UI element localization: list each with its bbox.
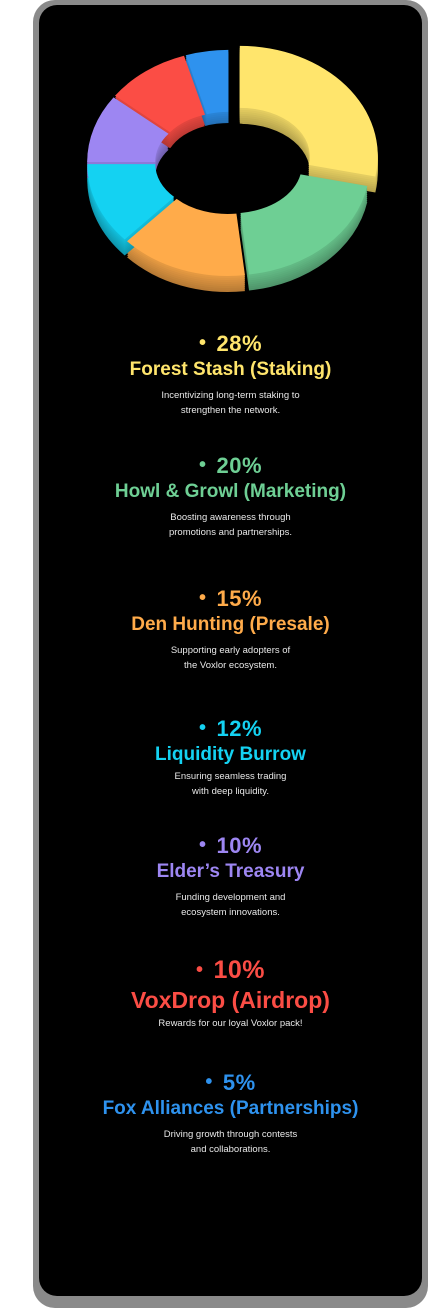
allocation-percent: • 15% — [198, 586, 263, 611]
allocation-name: Howl & Growl (Marketing) — [114, 481, 347, 502]
allocation-description: Ensuring seamless trading with deep liqui… — [174, 771, 287, 797]
donut-chart — [87, 45, 378, 293]
allocation-percent: • 5% — [205, 1070, 256, 1095]
allocation-item-partnerships: • 5% Fox Alliances (Partnerships) Driving… — [39, 1069, 422, 1157]
donut-slice-1 — [239, 45, 378, 177]
allocation-description: Boosting awareness through promotions and… — [168, 512, 293, 538]
tokenomics-card: • 28% Forest Stash (Staking) Incentivizin… — [39, 5, 422, 1296]
allocation-item-treasury: • 10% Elder’s Treasury Funding developmen… — [39, 832, 422, 920]
allocation-description: Incentivizing long-term staking to streng… — [161, 390, 300, 416]
bullet-dot-icon: • — [198, 717, 207, 739]
donut-slice-5 — [87, 97, 169, 163]
bullet-dot-icon: • — [198, 332, 207, 354]
allocation-item-presale: • 15% Den Hunting (Presale) Supporting ea… — [39, 585, 422, 673]
allocation-percent: • 20% — [198, 453, 263, 478]
allocation-description: Funding development and ecosystem innovat… — [175, 892, 286, 918]
bullet-dot-icon: • — [195, 959, 204, 981]
allocation-percent: • 28% — [198, 331, 263, 356]
bullet-dot-icon: • — [198, 454, 207, 476]
donut-slice-2 — [240, 174, 368, 275]
donut-slice-7 — [185, 49, 229, 115]
allocation-name: Den Hunting (Presale) — [131, 614, 330, 635]
allocation-percent: • 10% — [198, 833, 263, 858]
bullet-dot-icon: • — [205, 1071, 213, 1093]
allocation-description: Rewards for our loyal Voxlor pack! — [158, 1018, 303, 1029]
allocation-item-airdrop: • 10% VoxDrop (Airdrop) Rewards for our l… — [39, 956, 422, 1031]
donut-slice-4 — [87, 164, 175, 240]
allocation-percent: • 10% — [195, 956, 266, 984]
allocation-name: VoxDrop (Airdrop) — [131, 987, 330, 1013]
donut-hole — [165, 123, 293, 207]
bullet-dot-icon: • — [198, 587, 207, 609]
allocation-description: Supporting early adopters of the Voxlor e… — [170, 645, 291, 671]
donut-slice-3 — [127, 198, 245, 277]
allocation-item-liquidity: • 12% Liquidity Burrow Ensuring seamless … — [39, 715, 422, 799]
donut-slice-6 — [115, 55, 206, 133]
allocation-item-marketing: • 20% Howl & Growl (Marketing) Boosting a… — [39, 452, 422, 540]
bullet-dot-icon: • — [198, 834, 207, 856]
allocation-name: Forest Stash (Staking) — [129, 359, 332, 380]
allocation-name: Elder’s Treasury — [156, 861, 305, 882]
allocation-percent: • 12% — [198, 716, 263, 741]
allocation-item-staking: • 28% Forest Stash (Staking) Incentivizin… — [39, 330, 422, 418]
allocation-name: Fox Alliances (Partnerships) — [102, 1098, 359, 1119]
allocation-description: Driving growth through contests and colla… — [163, 1129, 298, 1155]
allocation-name: Liquidity Burrow — [155, 744, 306, 765]
